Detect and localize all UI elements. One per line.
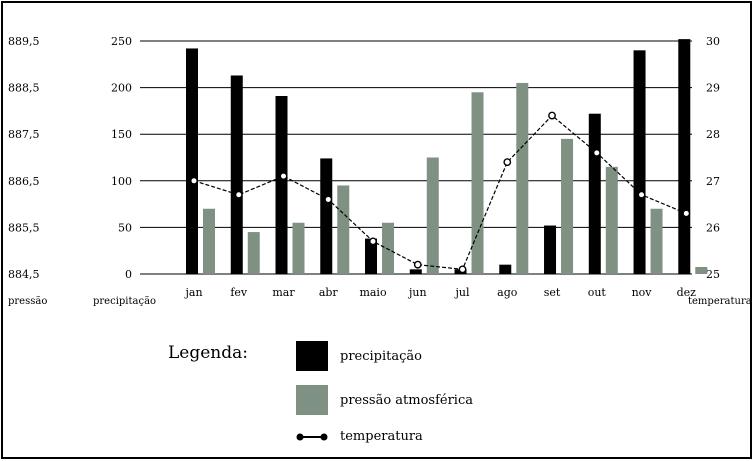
category-label: jul (454, 286, 470, 299)
precipitation-tick-label: 0 (125, 268, 132, 281)
category-label: jan (183, 286, 202, 299)
pressure-bar (695, 267, 708, 274)
category-label: maio (359, 286, 387, 299)
pressure-bar (292, 222, 305, 274)
category-label: nov (632, 286, 653, 299)
temperature-tick-label: 26 (706, 221, 720, 234)
category-label: mar (272, 286, 295, 299)
temperature-point (413, 260, 422, 269)
precipitation-bar (678, 39, 691, 274)
precipitation-bar (275, 95, 288, 274)
precipitation-tick-label: 200 (111, 82, 132, 95)
temperature-point (548, 111, 556, 120)
precipitation-tick-label: 50 (118, 221, 132, 234)
pressure-bar (650, 208, 663, 274)
temperature-point (458, 265, 467, 274)
temperature-point (190, 176, 198, 185)
precipitation-bar (633, 50, 646, 274)
pressure-bar (426, 157, 439, 274)
pressure-bar (203, 208, 215, 274)
pressure-tick-label: 888,5 (8, 82, 40, 95)
temperature-tick-label: 30 (706, 35, 720, 48)
temperature-point (682, 209, 691, 218)
category-label: set (544, 286, 561, 299)
temperature-point (279, 172, 288, 181)
temperature-tick-label: 29 (706, 82, 720, 95)
temperature-tick-label: 27 (706, 175, 720, 188)
precipitation-axis-label: precipitação (93, 296, 156, 307)
precipitation-bar (409, 269, 422, 274)
category-label: abr (319, 286, 339, 299)
pressure-bar (561, 138, 574, 274)
pressure-axis-label: pressão (8, 296, 47, 307)
precipitation-bar (365, 238, 378, 274)
temperature-tick-label: 25 (706, 268, 720, 281)
temperature-tick-label: 28 (706, 128, 720, 141)
temperature-point (234, 190, 243, 199)
pressure-bar (516, 82, 529, 274)
pressure-tick-label: 887,5 (8, 128, 40, 141)
category-label: out (588, 286, 607, 299)
pressure-tick-label: 885,5 (8, 221, 40, 234)
temperature-point (369, 237, 377, 246)
pressure-tick-label: 884,5 (8, 268, 40, 281)
precipitation-tick-label: 100 (111, 175, 132, 188)
pressure-bar (471, 92, 484, 274)
precipitation-tick-label: 250 (111, 35, 132, 48)
temperature-axis-label: temperatura (688, 296, 750, 307)
precipitation-bar (544, 225, 557, 274)
precipitation-bar (588, 113, 601, 274)
pressure-tick-label: 889,5 (8, 35, 40, 48)
temperature-point (637, 190, 646, 199)
category-label: fev (230, 286, 248, 299)
precipitation-bar (230, 75, 243, 274)
precipitation-bar (320, 158, 333, 274)
temperature-line (193, 114, 687, 270)
pressure-bar (337, 185, 350, 274)
climate-chart: 0 884,5 25 50 885,5 26 100 886,5 27 150 887,5 28 200… (8, 35, 750, 307)
pressure-bar (247, 232, 260, 274)
pressure-tick-label: 886,5 (8, 175, 40, 188)
temperature-point (324, 195, 333, 204)
category-label: ago (497, 286, 518, 299)
precipitation-bar (186, 48, 198, 275)
temperature-point (503, 158, 512, 167)
precipitation-bar (499, 264, 512, 274)
precipitation-tick-label: 150 (111, 128, 132, 141)
category-label: jun (407, 286, 427, 299)
category-label: dez (677, 286, 697, 299)
pressure-bar (382, 222, 395, 274)
pressure-bar (605, 166, 618, 274)
temperature-point (592, 148, 601, 157)
